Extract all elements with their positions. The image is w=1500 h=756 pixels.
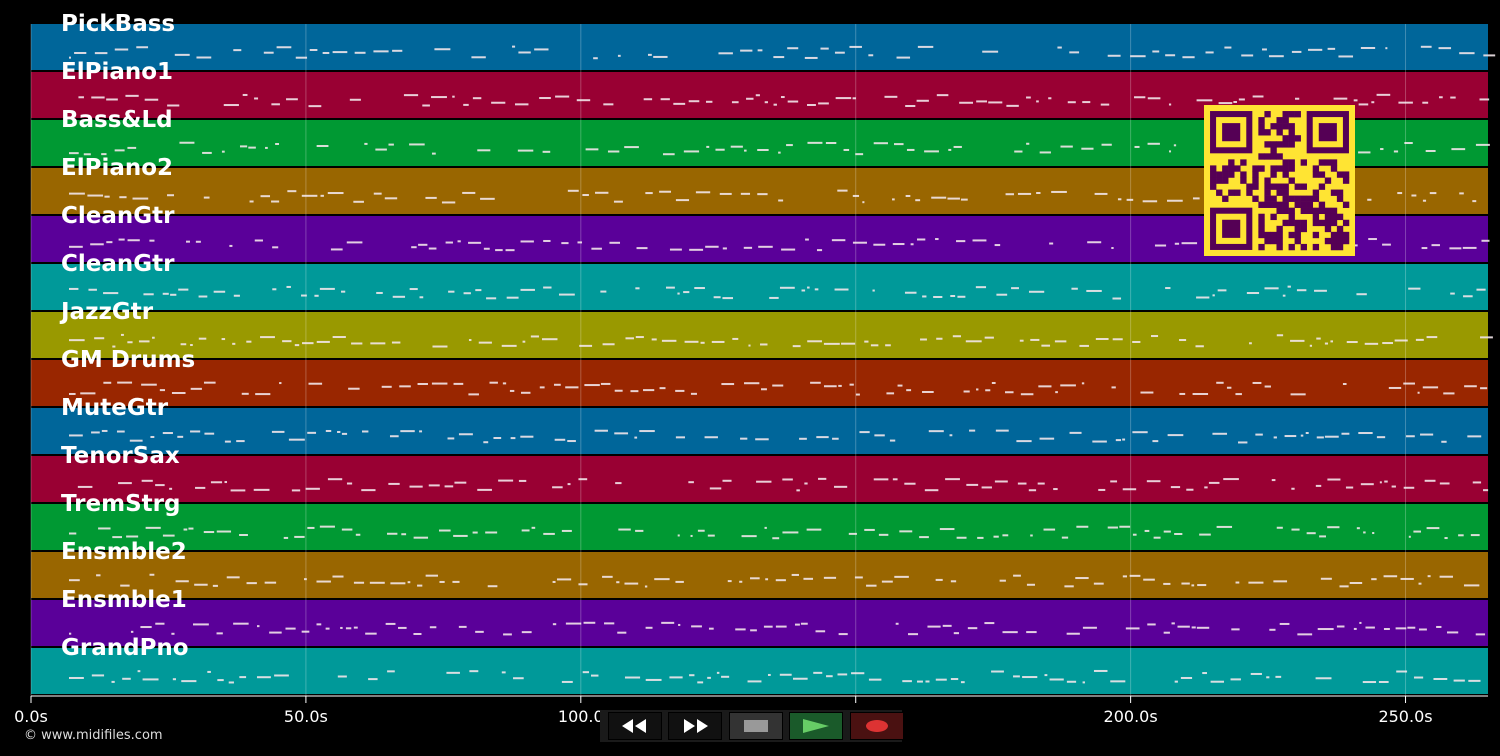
track-label: GrandPno xyxy=(61,635,189,661)
piano-roll xyxy=(30,24,1496,703)
tick-label: 250.0s xyxy=(1378,707,1433,726)
track-notes xyxy=(69,45,1496,60)
transport-bar xyxy=(600,710,904,742)
track-label: JazzGtr xyxy=(61,299,154,325)
play-icon xyxy=(803,719,829,733)
stop-icon xyxy=(744,720,768,732)
track-band xyxy=(31,552,1488,598)
tick-label: 100.0 xyxy=(557,707,604,726)
fast-forward-icon xyxy=(684,719,708,733)
track-notes xyxy=(69,525,1480,540)
track-label: CleanGtr xyxy=(61,251,175,277)
track-band xyxy=(31,408,1488,454)
track-label: CleanGtr xyxy=(61,203,175,229)
track-label: MuteGtr xyxy=(61,395,169,421)
tick-label: 0.0s xyxy=(14,707,48,726)
record-button[interactable] xyxy=(850,712,904,740)
track-notes xyxy=(69,669,1481,684)
track-label: ElPiano1 xyxy=(61,59,174,85)
track-band xyxy=(31,648,1488,694)
track-notes xyxy=(69,381,1488,396)
track-notes xyxy=(69,333,1493,348)
track-label: TenorSax xyxy=(61,443,180,469)
rewind-button[interactable] xyxy=(608,712,662,740)
track-band xyxy=(31,600,1488,646)
track-notes xyxy=(69,621,1486,636)
track-notes xyxy=(69,285,1486,300)
track-notes xyxy=(69,429,1482,444)
track-label: GM Drums xyxy=(61,347,196,373)
tick-label: 200.0s xyxy=(1103,707,1158,726)
track-label: ElPiano2 xyxy=(61,155,174,181)
track-band xyxy=(31,504,1488,550)
track-label: PickBass xyxy=(61,11,176,37)
track-label: Ensmble2 xyxy=(61,539,187,565)
tick-label: 50.0s xyxy=(283,707,328,726)
track-notes xyxy=(78,93,1490,108)
fast-forward-button[interactable] xyxy=(668,712,722,740)
play-button[interactable] xyxy=(789,712,843,740)
record-icon xyxy=(866,720,888,732)
track-label: Bass&Ld xyxy=(61,107,173,133)
track-band xyxy=(31,456,1488,502)
qr-code xyxy=(1204,105,1355,256)
track-label: Ensmble1 xyxy=(61,587,187,613)
track-notes xyxy=(77,477,1489,492)
track-band xyxy=(31,24,1488,70)
stop-button[interactable] xyxy=(729,712,783,740)
rewind-icon xyxy=(622,719,646,733)
track-band xyxy=(31,360,1488,406)
track-band xyxy=(31,312,1488,358)
track-notes xyxy=(69,573,1480,588)
track-band xyxy=(31,264,1488,310)
track-label: TremStrg xyxy=(61,491,181,517)
copyright-text: © www.midifiles.com xyxy=(24,728,163,743)
